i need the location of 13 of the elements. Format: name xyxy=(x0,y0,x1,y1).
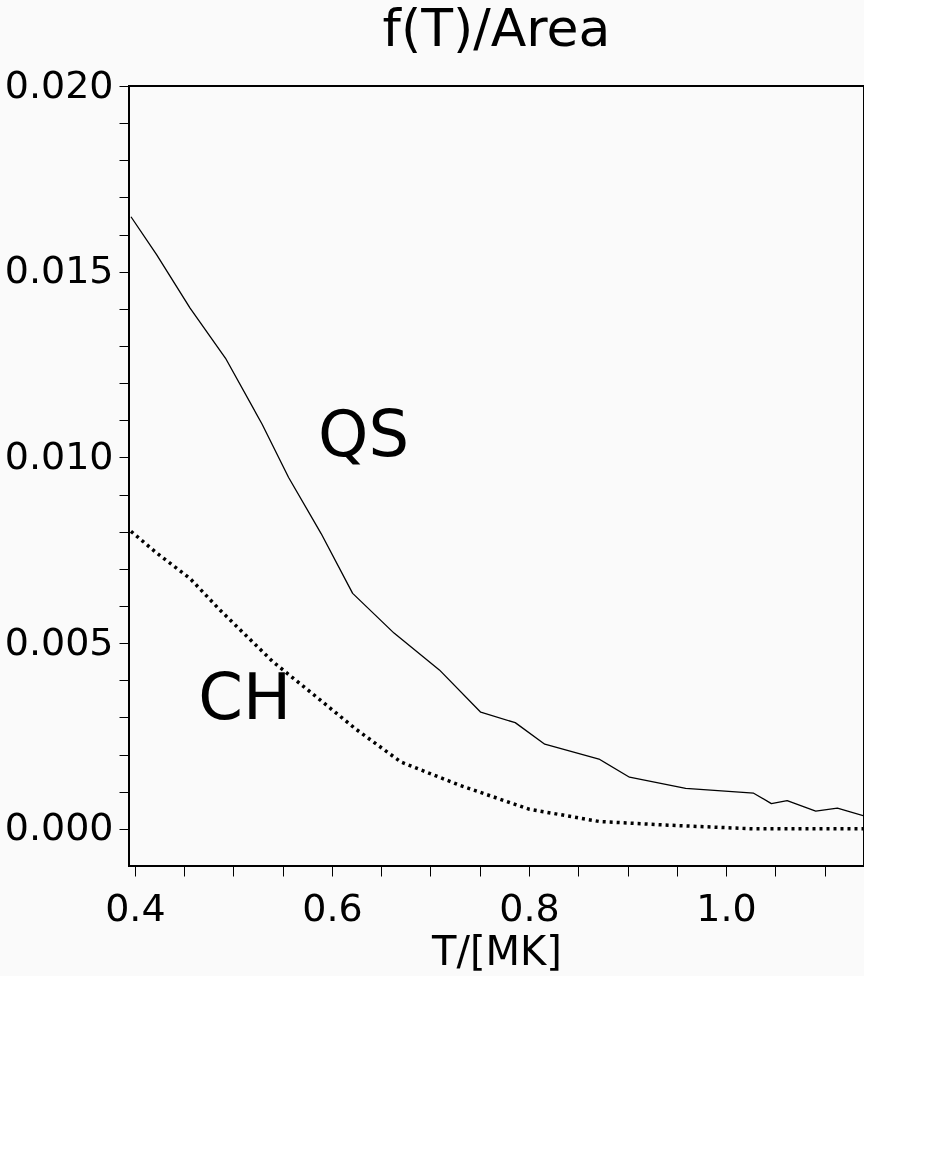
series-label: CH xyxy=(198,659,292,734)
chart-title: f(T)/Area xyxy=(382,0,611,58)
x-tick-label: 0.6 xyxy=(302,885,363,930)
x-axis-title: T/[MK] xyxy=(431,927,562,974)
x-tick-label: 1.0 xyxy=(696,885,757,930)
x-tick-label: 0.8 xyxy=(499,885,560,930)
series-label: QS xyxy=(318,397,410,472)
x-tick-label: 0.4 xyxy=(105,885,166,930)
y-tick-label: 0.010 xyxy=(4,433,114,478)
y-tick-label: 0.005 xyxy=(4,619,114,664)
y-tick-label: 0.000 xyxy=(4,805,114,850)
y-tick-label: 0.015 xyxy=(4,248,114,293)
y-tick-label: 0.020 xyxy=(4,62,114,107)
